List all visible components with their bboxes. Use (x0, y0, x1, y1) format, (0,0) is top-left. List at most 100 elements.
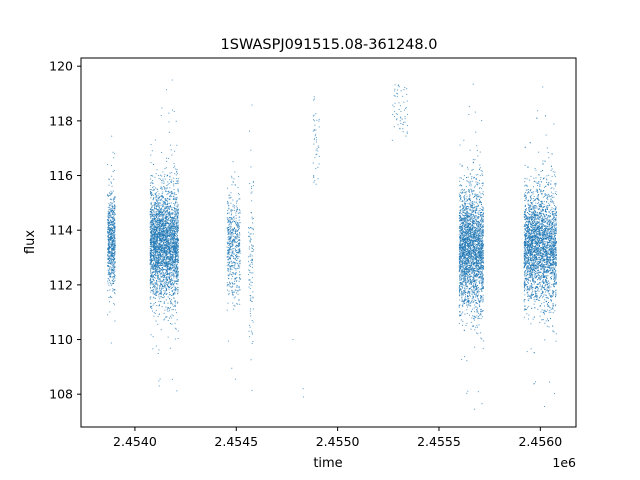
data-point-cluster-2 (175, 251, 177, 253)
data-point-cluster-2 (154, 235, 156, 237)
data-point-cluster-2 (167, 205, 169, 207)
data-point-cluster-2 (159, 215, 161, 217)
data-point-cluster-2 (157, 249, 159, 251)
data-point-cluster-2 (154, 259, 156, 261)
data-point-cluster-4 (247, 261, 249, 263)
data-point-cluster-2 (175, 241, 177, 243)
data-point-cluster-2 (164, 229, 166, 231)
data-point-cluster-2 (161, 264, 163, 266)
data-point-cluster-1 (110, 267, 112, 269)
data-point-cluster-3 (231, 254, 233, 256)
data-point-cluster-2 (177, 217, 179, 219)
data-point-cluster-3 (236, 251, 237, 253)
data-point-cluster-2 (155, 211, 157, 213)
data-point-cluster-2 (167, 265, 169, 267)
data-point-cluster-1 (112, 223, 114, 225)
data-point-cluster-1 (111, 221, 113, 223)
data-point-cluster-2 (154, 268, 156, 270)
data-point-cluster-3 (239, 216, 241, 218)
data-point-cluster-2 (164, 252, 166, 254)
data-point-cluster-2 (150, 237, 152, 239)
data-point-cluster-2 (164, 234, 166, 236)
data-point-cluster-2 (152, 175, 154, 177)
data-point-cluster-2 (166, 293, 168, 295)
data-point-cluster-1 (109, 275, 111, 277)
data-point-cluster-2 (173, 281, 175, 283)
data-point-cluster-2 (170, 247, 172, 249)
data-point-cluster-2 (164, 250, 166, 252)
data-point-cluster-6 (393, 95, 395, 97)
data-point-cluster-2 (169, 245, 171, 247)
data-point-cluster-2 (155, 294, 157, 296)
data-point-cluster-2 (165, 237, 167, 239)
data-point-cluster-2 (158, 237, 160, 239)
data-point-cluster-2 (158, 257, 160, 259)
data-point-cluster-2 (151, 255, 153, 257)
data-point-cluster-1 (107, 228, 109, 230)
data-point-cluster-3 (228, 256, 230, 258)
data-point-cluster-2 (162, 196, 164, 198)
data-point-cluster-2 (171, 263, 173, 265)
data-point-cluster-2 (159, 212, 161, 214)
data-point-cluster-2 (173, 244, 175, 246)
data-point-cluster-3 (238, 245, 240, 247)
data-point-cluster-2 (174, 256, 176, 258)
data-point-cluster-2 (163, 259, 165, 261)
data-point-cluster-4 (251, 250, 253, 252)
data-point-cluster-3 (233, 297, 235, 299)
data-point-cluster-3 (235, 246, 237, 248)
data-point-cluster-2 (166, 247, 168, 249)
data-point-cluster-2 (164, 265, 166, 267)
data-point-cluster-2 (167, 241, 169, 243)
data-point-cluster-2 (155, 262, 157, 264)
data-point-cluster-2 (156, 214, 158, 216)
data-point-cluster-2 (153, 296, 155, 298)
data-point-cluster-1 (110, 235, 112, 237)
data-point-cluster-3 (232, 238, 234, 240)
data-point-cluster-1 (108, 266, 110, 268)
data-point-cluster-1 (108, 232, 110, 234)
data-point-cluster-2 (163, 203, 165, 205)
data-point-cluster-1 (112, 237, 114, 239)
data-point-cluster-2 (151, 242, 153, 244)
data-point-cluster-2 (159, 278, 161, 280)
data-point-cluster-2 (169, 248, 171, 250)
data-point-cluster-2 (159, 202, 161, 204)
data-point-cluster-2 (172, 251, 174, 253)
data-point-cluster-2 (172, 213, 174, 215)
data-point-cluster-2 (153, 251, 155, 253)
data-point-cluster-2 (156, 260, 158, 262)
data-point-cluster-1 (114, 293, 116, 295)
data-point-cluster-2 (171, 280, 173, 282)
data-point-cluster-1 (112, 259, 114, 261)
data-point-cluster-4 (249, 336, 251, 338)
data-point-cluster-2 (152, 254, 154, 256)
data-point-cluster-2 (170, 216, 172, 218)
data-point-cluster-2 (173, 262, 175, 264)
data-point-cluster-2 (177, 235, 179, 237)
data-point-cluster-5 (315, 129, 317, 131)
data-point-cluster-2 (149, 251, 151, 253)
data-point-cluster-2 (166, 264, 168, 266)
data-point-cluster-2 (159, 277, 161, 279)
data-point-cluster-3 (228, 212, 230, 214)
data-point-cluster-6 (402, 128, 404, 130)
data-point-cluster-1 (110, 219, 112, 221)
data-point-cluster-3 (231, 272, 233, 274)
data-point-cluster-4 (252, 250, 254, 252)
data-point-cluster-3 (226, 246, 228, 248)
data-point-cluster-2 (160, 290, 162, 292)
data-point-cluster-1 (113, 243, 115, 245)
data-point-cluster-3 (236, 226, 238, 228)
data-point-cluster-4 (250, 284, 252, 286)
data-point-cluster-2 (167, 256, 169, 258)
data-point-cluster-2 (167, 213, 169, 215)
data-point-cluster-2 (161, 251, 163, 253)
data-point-cluster-2 (152, 267, 154, 269)
data-point-cluster-3 (237, 245, 239, 247)
data-point-cluster-2 (159, 219, 161, 221)
data-point-cluster-2 (175, 249, 177, 251)
data-point-cluster-2 (166, 269, 168, 271)
data-point-cluster-3 (228, 231, 230, 233)
data-point-cluster-2 (155, 264, 157, 266)
